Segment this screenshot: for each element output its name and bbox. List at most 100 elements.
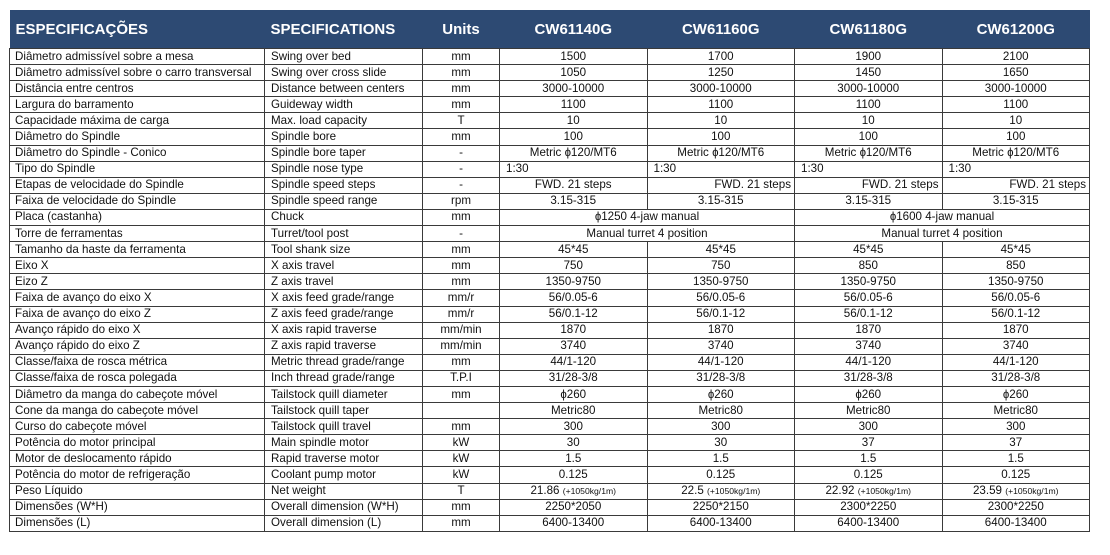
- spec-name-pt: Faixa de avanço do eixo X: [9, 289, 265, 307]
- spec-value: 0.125: [646, 466, 795, 484]
- spec-value: 3740: [499, 337, 648, 355]
- spec-value-weight: 23.59 (+1050kg/1m): [941, 482, 1090, 500]
- table-row: Torre de ferramentas Turret/tool post - Man…: [9, 225, 1090, 243]
- table-row: Largura do barramento Guideway width mm 110…: [9, 96, 1090, 114]
- spec-value: ɸ260: [646, 385, 795, 404]
- weight-note: (+1050kg/1m): [562, 486, 616, 497]
- spec-value: 31/28-3/8: [646, 369, 795, 387]
- spec-value-weight: 21.86 (+1050kg/1m): [499, 482, 648, 500]
- spec-name-pt: Potência do motor principal: [9, 434, 265, 452]
- table-row: Peso Líquido Net weight T 21.86 (+1050kg/1m…: [9, 482, 1090, 500]
- spec-value-span: ɸ1600 4-jaw manual: [794, 208, 1090, 227]
- spec-value: 2300*2250: [941, 498, 1090, 516]
- spec-name-pt: Cone da manga do cabeçote móvel: [9, 402, 265, 420]
- table-row: Classe/faixa de rosca polegada Inch threa…: [9, 369, 1090, 387]
- header-units: Units: [422, 10, 500, 49]
- spec-value: 3000-10000: [499, 80, 648, 98]
- spec-value: 750: [499, 257, 648, 275]
- weight-value: 21.86: [530, 484, 560, 498]
- spec-unit: T: [422, 112, 500, 130]
- spec-value: 300: [941, 418, 1090, 436]
- spec-name-en: Spindle speed range: [264, 192, 423, 210]
- spec-value: 44/1-120: [499, 353, 648, 371]
- header-portuguese: ESPECIFICAÇÕES: [9, 10, 265, 49]
- spec-value: 1:30: [646, 160, 795, 178]
- spec-value: 0.125: [499, 466, 648, 484]
- spec-value: 850: [941, 257, 1090, 275]
- spec-value: 56/0.05-6: [499, 289, 648, 307]
- spec-value: 1.5: [646, 450, 795, 468]
- spec-value: 1100: [794, 96, 943, 114]
- spec-value: 1:30: [794, 160, 943, 178]
- spec-unit: mm/r: [422, 289, 500, 307]
- spec-value: 850: [794, 257, 943, 275]
- spec-value: 10: [941, 112, 1090, 130]
- spec-unit: kW: [422, 450, 500, 468]
- spec-value: ɸ260: [499, 385, 648, 404]
- spec-name-en: Swing over cross slide: [264, 64, 423, 82]
- spec-value: 3740: [794, 337, 943, 355]
- spec-name-pt: Tipo do Spindle: [9, 160, 265, 178]
- spec-value: 1050: [499, 64, 648, 82]
- spec-name-en: Spindle speed steps: [264, 176, 423, 194]
- table-row: Potência do motor de refrigeração Coolant…: [9, 466, 1090, 484]
- spec-value: 1350-9750: [499, 273, 648, 291]
- weight-note: (+1050kg/1m): [857, 486, 911, 497]
- spec-name-en: Spindle bore: [264, 128, 423, 146]
- spec-value: 2100: [941, 47, 1090, 66]
- spec-value: 37: [794, 434, 943, 452]
- spec-value: 3.15-315: [941, 192, 1090, 210]
- spec-unit: -: [422, 160, 500, 178]
- spec-name-pt: Dimensões (W*H): [9, 498, 265, 516]
- spec-unit: mm/min: [422, 321, 500, 339]
- spec-value-span: ɸ1250 4-jaw manual: [499, 208, 795, 227]
- spec-value: 30: [646, 434, 795, 452]
- spec-value: Metric80: [646, 402, 795, 420]
- table-row: Diâmetro admissível sobre o carro transv…: [9, 64, 1090, 82]
- spec-value: 3000-10000: [794, 80, 943, 98]
- spec-unit: mm: [422, 353, 500, 371]
- header-english: SPECIFICATIONS: [264, 10, 423, 49]
- spec-value: Metric80: [499, 402, 648, 420]
- spec-value: 44/1-120: [794, 353, 943, 371]
- header-model-1: CW61140G: [499, 10, 647, 49]
- spec-value-weight: 22.5 (+1050kg/1m): [646, 482, 795, 500]
- spec-unit: mm: [422, 241, 500, 259]
- spec-name-en: Coolant pump motor: [264, 466, 423, 484]
- spec-name-en: Net weight: [264, 482, 423, 500]
- spec-value: Metric ɸ120/MT6: [646, 144, 795, 162]
- spec-value: ɸ260: [941, 385, 1090, 404]
- spec-value: 1.5: [941, 450, 1090, 468]
- spec-unit: T: [422, 482, 500, 500]
- spec-name-pt: Diâmetro do Spindle - Conico: [9, 144, 265, 162]
- spec-name-en: Rapid traverse motor: [264, 450, 423, 468]
- spec-value: 1700: [646, 47, 795, 66]
- spec-unit: [422, 402, 500, 420]
- spec-name-pt: Peso Líquido: [9, 482, 265, 500]
- spec-value: 0.125: [794, 466, 943, 484]
- spec-value: 1350-9750: [646, 273, 795, 291]
- table-row: Tipo do Spindle Spindle nose type -1:30 1:3…: [9, 160, 1090, 178]
- spec-unit: T.P.I: [422, 369, 500, 387]
- table-row: Curso do cabeçote móvel Tailstock quill t…: [9, 418, 1090, 436]
- spec-name-en: Main spindle motor: [264, 434, 423, 452]
- spec-value: Metric ɸ120/MT6: [941, 144, 1090, 162]
- spec-value: 10: [499, 112, 648, 130]
- spec-value: 45*45: [646, 241, 795, 259]
- spec-value: 100: [941, 128, 1090, 146]
- spec-name-pt: Etapas de velocidade do Spindle: [9, 176, 265, 194]
- spec-value: 1100: [646, 96, 795, 114]
- spec-value: 10: [646, 112, 795, 130]
- spec-unit: mm: [422, 257, 500, 275]
- table-row: Classe/faixa de rosca métrica Metric thre…: [9, 353, 1090, 371]
- spec-value: 1350-9750: [794, 273, 943, 291]
- spec-unit: mm/min: [422, 337, 500, 355]
- spec-unit: -: [422, 176, 500, 194]
- spec-name-en: Z axis rapid traverse: [264, 337, 423, 355]
- table-row: Diâmetro do Spindle Spindle bore mm 100 100 1…: [9, 128, 1090, 146]
- spec-unit: mm: [422, 273, 500, 291]
- spec-value: 2300*2250: [794, 498, 943, 516]
- weight-value: 22.92: [825, 484, 855, 498]
- table-row: Faixa de velocidade do Spindle Spindle sp…: [9, 192, 1090, 210]
